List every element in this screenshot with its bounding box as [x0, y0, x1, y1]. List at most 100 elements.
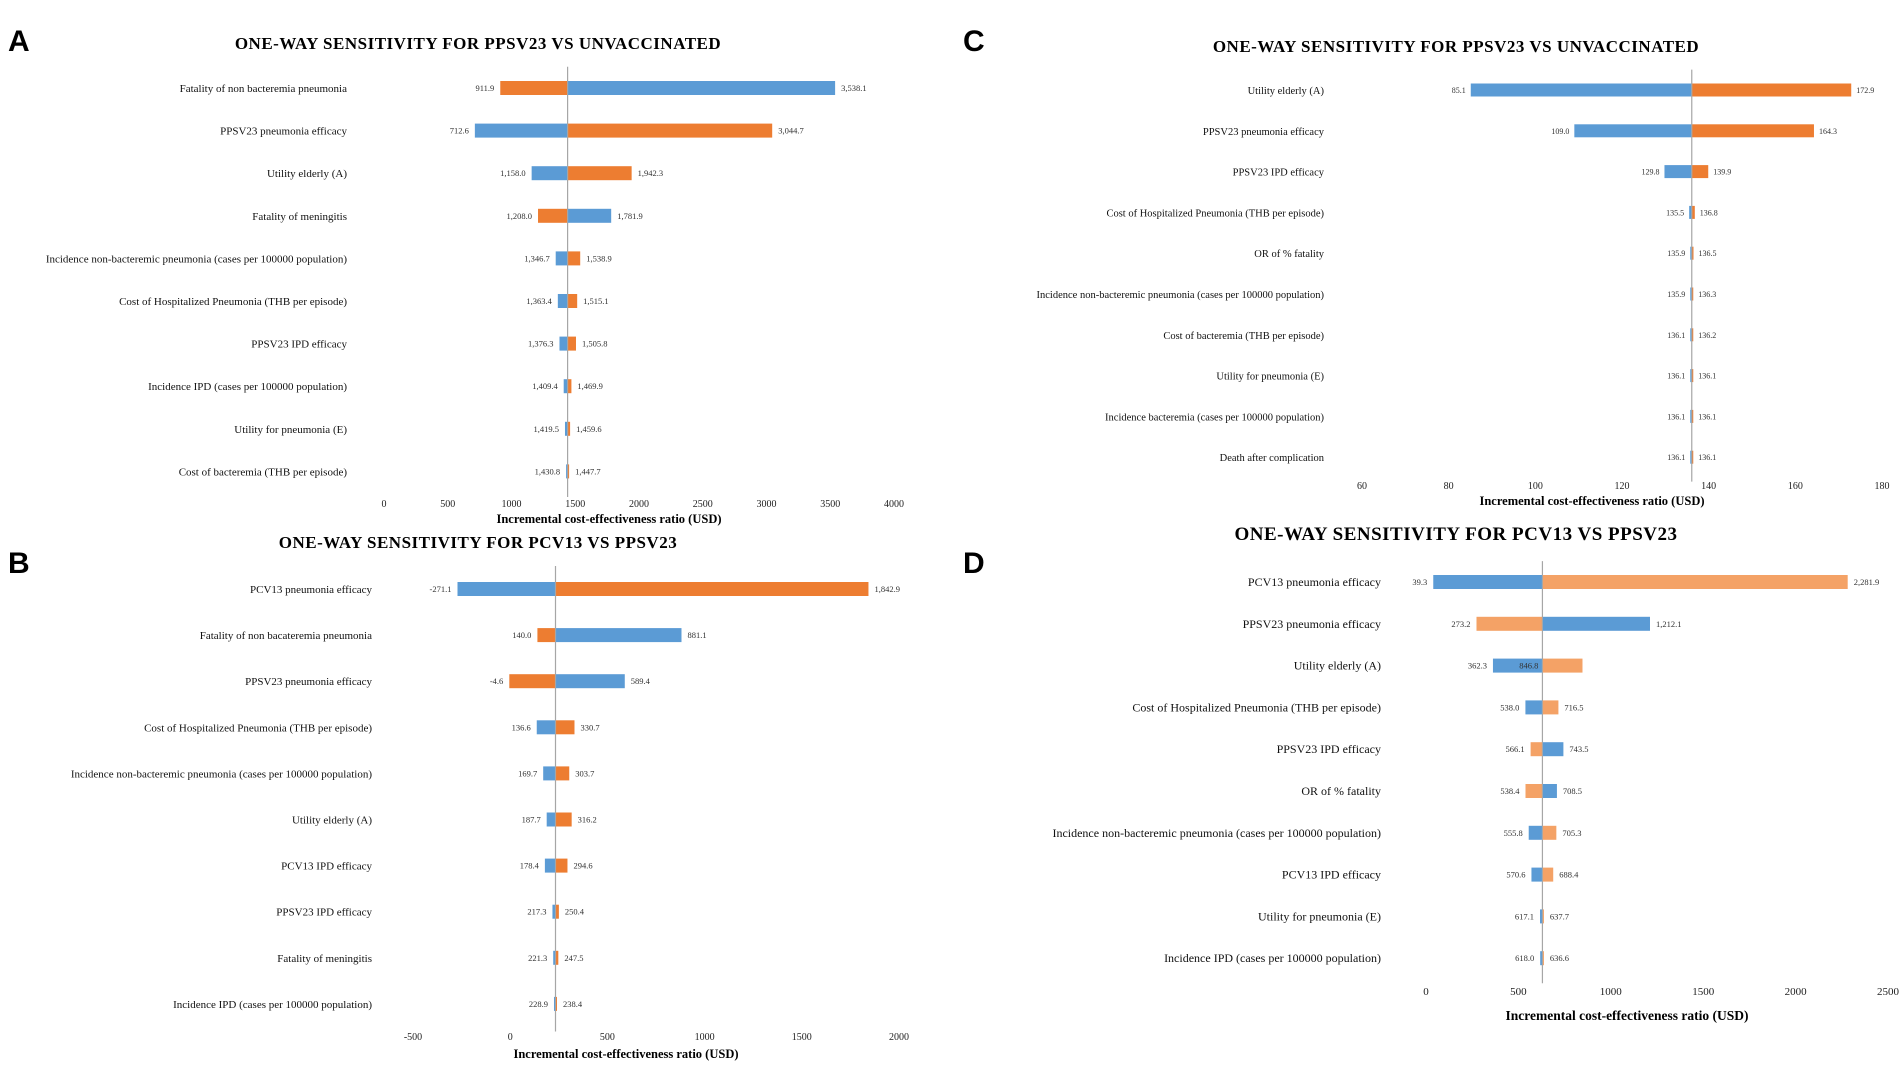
value-label-high: 136.1 [1698, 372, 1716, 381]
chart-title: ONE-WAY SENSITIVITY FOR PCV13 VS PPSV23 [1234, 524, 1677, 545]
value-label-low: 1,419.5 [533, 424, 559, 434]
bar-low [474, 123, 568, 138]
x-axis-title: Incremental cost-effectiveness ratio (US… [496, 512, 721, 526]
x-tick-label: 1000 [695, 1032, 715, 1043]
bar-low [559, 336, 568, 351]
bar-low [546, 812, 556, 827]
bar-high [555, 996, 557, 1011]
row-label: Death after complication [1220, 453, 1325, 464]
value-label-low: 555.8 [1504, 828, 1523, 838]
x-tick-label: 120 [1615, 481, 1630, 492]
value-label-high: 1,515.1 [583, 296, 609, 306]
row-label: PCV13 IPD efficacy [1282, 868, 1381, 882]
bar-low [1476, 616, 1543, 631]
bar-high [1691, 124, 1814, 138]
value-label-high: 637.7 [1550, 911, 1569, 921]
x-tick-label: 500 [440, 499, 455, 510]
bar-low [564, 421, 568, 436]
bar-high [567, 81, 836, 95]
value-label-high: 238.4 [563, 999, 583, 1009]
bar-low [553, 950, 556, 965]
value-label-low: 1,346.7 [524, 253, 550, 263]
bar-low [557, 294, 568, 308]
value-label-low: 135.9 [1667, 290, 1685, 299]
row-label: Cost of bacteremia (THB per episode) [179, 466, 348, 478]
panel-c-chart: C ONE-WAY SENSITIVITY FOR PPSV23 VS UNVAC… [963, 25, 1890, 508]
x-tick-label: 1500 [1692, 986, 1715, 998]
bar-high [567, 208, 612, 223]
row-label: PPSV23 IPD efficacy [251, 339, 347, 351]
row-label: Incidence IPD (cases per 100000 populati… [173, 999, 372, 1011]
row-label: PCV13 IPD efficacy [281, 861, 372, 873]
bar-low [543, 766, 556, 781]
x-tick-label: 2500 [1877, 986, 1900, 998]
chart-title: ONE-WAY SENSITIVITY FOR PCV13 VS PPSV23 [279, 533, 677, 552]
row-label: Fatality of non bacteremia pneumonia [180, 83, 348, 95]
value-label-high: 316.2 [578, 815, 597, 825]
x-tick-label: 500 [600, 1032, 615, 1043]
row-label: PPSV23 IPD efficacy [1233, 168, 1325, 179]
value-label-high: 1,781.9 [617, 211, 643, 221]
value-label-high: 164.3 [1819, 127, 1837, 136]
row-label: OR of % fatality [1254, 249, 1324, 260]
value-label-high: 688.4 [1559, 870, 1579, 880]
bar-low [1531, 867, 1543, 882]
bar-high [1542, 867, 1554, 882]
bar-high [1691, 83, 1852, 97]
value-label-high: 705.3 [1562, 828, 1581, 838]
row-label: PCV13 pneumonia efficacy [1248, 575, 1381, 589]
value-label-high: 1,212.1 [1656, 619, 1682, 629]
bar-low [1690, 246, 1692, 260]
value-label-low: 136.1 [1667, 453, 1685, 462]
bar-low [538, 208, 568, 223]
row-label: Utility for pneumonia (E) [234, 424, 347, 436]
x-tick-label: 100 [1528, 481, 1543, 492]
row-label: Utility elderly (A) [267, 168, 347, 180]
row-label: Fatality of meningitis [252, 211, 347, 223]
x-axis-title: Incremental cost-effectiveness ratio (US… [1479, 494, 1704, 508]
value-label-low: 618.0 [1515, 953, 1534, 963]
x-tick-label: 60 [1357, 481, 1367, 492]
value-label-high: 250.4 [565, 907, 585, 917]
bar-high [1691, 165, 1709, 179]
bar-high [1691, 409, 1694, 423]
bar-low [1433, 575, 1543, 589]
value-label-low: 217.3 [527, 907, 546, 917]
x-tick-label: 2000 [889, 1032, 909, 1043]
x-tick-label: 1500 [565, 499, 585, 510]
panel-letter: C [963, 25, 985, 58]
value-label-low: 1,376.3 [528, 339, 554, 349]
bar-low [1690, 450, 1692, 464]
value-label-low: 178.4 [520, 861, 540, 871]
panel-letter: B [8, 547, 30, 580]
row-label: Incidence bacteremia (cases per 100000 p… [1105, 412, 1324, 423]
bar-high [1542, 909, 1544, 924]
x-tick-label: 3500 [820, 499, 840, 510]
bar-low [537, 628, 556, 643]
value-label-high: 716.5 [1564, 702, 1583, 712]
row-label: Utility for pneumonia (E) [1216, 372, 1324, 383]
row-label: PPSV23 pneumonia efficacy [1203, 127, 1325, 138]
row-label: PCV13 pneumonia efficacy [250, 584, 372, 596]
panel-a-chart: A ONE-WAY SENSITIVITY FOR PPSV23 VS UNVAC… [8, 25, 904, 526]
value-label-high: 139.9 [1713, 168, 1731, 177]
value-label-low: 228.9 [529, 999, 548, 1009]
value-label-low: 273.2 [1451, 619, 1470, 629]
x-tick-label: 0 [382, 499, 387, 510]
value-label-high: 743.5 [1569, 744, 1588, 754]
bar-low [1525, 700, 1543, 715]
bar-low [1540, 909, 1543, 924]
bar-high [555, 766, 570, 781]
value-label-high: 136.8 [1700, 208, 1718, 217]
value-label-high: 294.6 [573, 861, 592, 871]
value-label-high: 3,538.1 [841, 83, 867, 93]
row-label: OR of % fatality [1301, 784, 1381, 798]
x-tick-label: 1000 [1600, 986, 1623, 998]
value-label-high: 303.7 [575, 768, 594, 778]
value-label-low: -271.1 [430, 584, 452, 594]
value-label-low: 362.3 [1468, 661, 1487, 671]
row-label: Incidence non-bacteremic pneumonia (case… [1052, 826, 1381, 840]
x-tick-label: 2000 [629, 499, 649, 510]
bar-high [1542, 825, 1557, 840]
